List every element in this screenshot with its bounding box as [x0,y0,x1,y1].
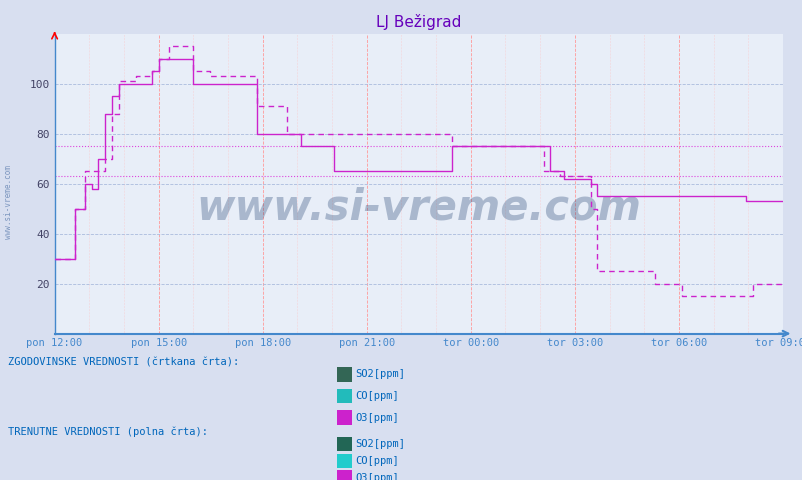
Text: O3[ppm]: O3[ppm] [355,413,399,422]
Text: www.si-vreme.com: www.si-vreme.com [3,165,13,239]
Title: LJ Bežigrad: LJ Bežigrad [375,13,461,30]
Text: CO[ppm]: CO[ppm] [355,391,399,401]
Text: www.si-vreme.com: www.si-vreme.com [196,187,641,228]
Text: TRENUTNE VREDNOSTI (polna črta):: TRENUTNE VREDNOSTI (polna črta): [8,427,208,437]
Text: CO[ppm]: CO[ppm] [355,456,399,466]
Text: SO2[ppm]: SO2[ppm] [355,439,405,449]
Text: SO2[ppm]: SO2[ppm] [355,370,405,379]
Text: O3[ppm]: O3[ppm] [355,473,399,480]
Text: ZGODOVINSKE VREDNOSTI (črtkana črta):: ZGODOVINSKE VREDNOSTI (črtkana črta): [8,358,239,367]
